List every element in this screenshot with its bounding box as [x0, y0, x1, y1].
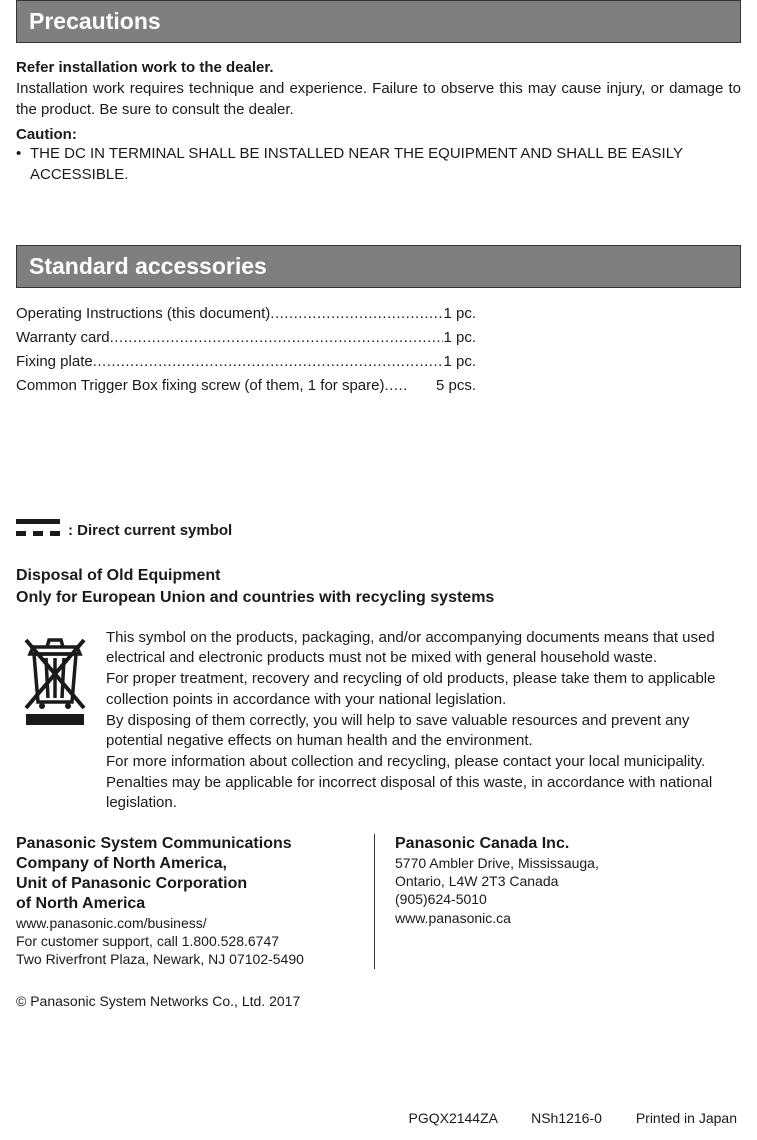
- dc-current-icon: [16, 518, 60, 543]
- caution-item: • THE DC IN TERMINAL SHALL BE INSTALLED …: [16, 143, 741, 185]
- dot-leader: .....: [384, 374, 436, 398]
- precautions-heading: Refer installation work to the dealer.: [16, 57, 741, 78]
- precautions-text: Installation work requires technique and…: [16, 78, 741, 120]
- contact-right-phone: (905)624-5010: [395, 890, 741, 908]
- accessory-row: Fixing plate............................…: [16, 350, 476, 374]
- disposal-para1: This symbol on the products, packaging, …: [106, 629, 715, 667]
- contact-right-url: www.panasonic.ca: [395, 909, 741, 927]
- footer-code1: PGQX2144ZA: [408, 1110, 497, 1126]
- contact-right-addr2: Ontario, L4W 2T3 Canada: [395, 872, 741, 890]
- accessory-row: Warranty card...........................…: [16, 326, 476, 350]
- precautions-body: Refer installation work to the dealer. I…: [16, 57, 741, 185]
- contact-left-support: For customer support, call 1.800.528.674…: [16, 932, 362, 950]
- accessory-label: Warranty card: [16, 326, 110, 350]
- contact-left-name-l3: Unit of Panasonic Corporation: [16, 875, 247, 892]
- accessory-label: Common Trigger Box fixing screw (of them…: [16, 374, 384, 398]
- dot-leader: ........................................…: [93, 350, 444, 374]
- dot-leader: ........................................…: [110, 326, 444, 350]
- contact-left-name-l4: of North America: [16, 895, 145, 912]
- accessory-row: Common Trigger Box fixing screw (of them…: [16, 374, 476, 398]
- disposal-block: This symbol on the products, packaging, …: [16, 628, 741, 814]
- accessory-label: Fixing plate: [16, 350, 93, 374]
- contact-left-name-l2: Company of North America,: [16, 855, 227, 872]
- disposal-para5: Penalties may be applicable for incorrec…: [106, 774, 712, 812]
- contact-right-addr1: 5770 Ambler Drive, Mississauga,: [395, 854, 741, 872]
- contact-left-name-l1: Panasonic System Communications: [16, 835, 292, 852]
- weee-bin-icon: [16, 628, 94, 814]
- copyright: © Panasonic System Networks Co., Ltd. 20…: [16, 993, 741, 1009]
- disposal-heading-line2: Only for European Union and countries wi…: [16, 589, 494, 606]
- footer-codes: PGQX2144ZA NSh1216-0 Printed in Japan: [378, 1110, 737, 1126]
- accessory-row: Operating Instructions (this document)..…: [16, 302, 476, 326]
- accessory-qty: 1 pc.: [443, 350, 476, 374]
- disposal-para3: By disposing of them correctly, you will…: [106, 712, 689, 750]
- dot-leader: ........................................…: [270, 302, 443, 326]
- caution-label: Caution:: [16, 126, 741, 143]
- disposal-para2: For proper treatment, recovery and recyc…: [106, 670, 716, 708]
- accessory-label: Operating Instructions (this document): [16, 302, 270, 326]
- precautions-header: Precautions: [16, 0, 741, 43]
- disposal-heading: Disposal of Old Equipment Only for Europ…: [16, 565, 741, 610]
- accessory-qty: 1 pc.: [443, 302, 476, 326]
- disposal-text: This symbol on the products, packaging, …: [106, 628, 741, 814]
- accessory-qty: 5 pcs.: [436, 374, 476, 398]
- disposal-para4: For more information about collection an…: [106, 753, 705, 770]
- contact-right: Panasonic Canada Inc. 5770 Ambler Drive,…: [383, 834, 741, 969]
- dc-symbol-label: : Direct current symbol: [68, 522, 232, 539]
- caution-item-text: THE DC IN TERMINAL SHALL BE INSTALLED NE…: [30, 143, 741, 185]
- accessory-qty: 1 pc.: [443, 326, 476, 350]
- accessories-list: Operating Instructions (this document)..…: [16, 302, 476, 398]
- contact-left-url: www.panasonic.com/business/: [16, 914, 362, 932]
- footer-printed: Printed in Japan: [636, 1110, 737, 1126]
- contact-right-name: Panasonic Canada Inc.: [395, 834, 741, 854]
- contact-left-address: Two Riverfront Plaza, Newark, NJ 07102-5…: [16, 950, 362, 968]
- contact-left-name: Panasonic System Communications Company …: [16, 834, 362, 914]
- bullet-icon: •: [16, 143, 30, 185]
- accessories-header: Standard accessories: [16, 245, 741, 288]
- contact-left: Panasonic System Communications Company …: [16, 834, 375, 969]
- disposal-heading-line1: Disposal of Old Equipment: [16, 567, 220, 584]
- dc-symbol-row: : Direct current symbol: [16, 518, 741, 543]
- contacts-block: Panasonic System Communications Company …: [16, 834, 741, 969]
- footer-code2: NSh1216-0: [531, 1110, 602, 1126]
